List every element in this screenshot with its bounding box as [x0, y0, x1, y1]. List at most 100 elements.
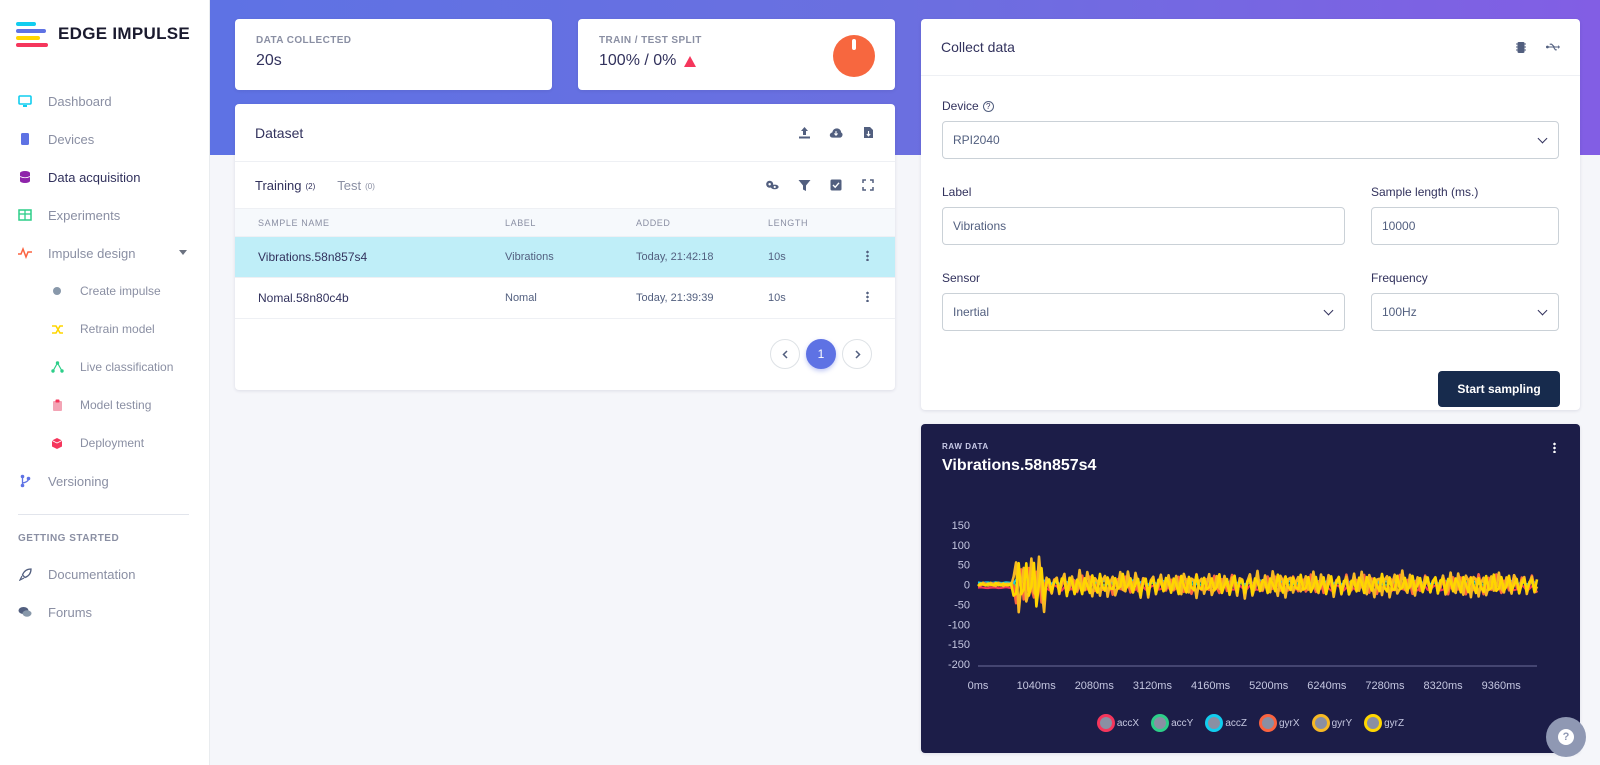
frequency-value: 100Hz: [1382, 305, 1417, 319]
frequency-select[interactable]: 100Hz: [1371, 293, 1559, 331]
x-tick-label: 9360ms: [1482, 680, 1522, 692]
chip-icon[interactable]: [1514, 40, 1528, 54]
legend-swatch: [1364, 714, 1383, 732]
legend-label: gyrX: [1279, 717, 1300, 729]
expand-icon[interactable]: [861, 178, 875, 192]
sidebar-item-label: Data acquisition: [48, 169, 141, 185]
prev-page-button[interactable]: [770, 339, 800, 369]
data-collected-label: DATA COLLECTED: [256, 35, 352, 46]
sidebar-item-forums[interactable]: Forums: [0, 593, 209, 631]
sidebar-item-dashboard[interactable]: Dashboard: [0, 82, 209, 120]
tab-label: Test: [337, 177, 362, 193]
chevron-down-icon[interactable]: [179, 250, 187, 255]
series-line-gyrZ: [977, 561, 1539, 608]
start-sampling-button[interactable]: Start sampling: [1438, 371, 1560, 407]
next-page-button[interactable]: [842, 339, 872, 369]
sample-name[interactable]: Nomal.58n80c4b: [235, 277, 482, 319]
page-button[interactable]: 1: [806, 339, 836, 369]
sample-length-input[interactable]: 10000: [1371, 207, 1559, 245]
clipboard-icon: [50, 398, 64, 412]
legend-item-accX[interactable]: accX: [1096, 714, 1139, 732]
filter-icon[interactable]: [797, 178, 811, 192]
frequency-group: Frequency 100Hz: [1371, 271, 1559, 331]
legend-item-accY[interactable]: accY: [1151, 714, 1193, 732]
sample-name[interactable]: Vibrations.58n857s4: [235, 236, 482, 278]
device-select[interactable]: RPI2040: [942, 121, 1559, 159]
x-tick-label: 0ms: [968, 680, 989, 692]
question-icon: ?: [1558, 729, 1574, 745]
table-row[interactable]: Nomal.58n80c4b Nomal Today, 21:39:39 10s: [235, 277, 895, 319]
upload-icon[interactable]: [797, 126, 811, 140]
sidebar-item-devices[interactable]: Devices: [0, 120, 209, 158]
label-group: Label Vibrations: [942, 185, 1345, 245]
sidebar-item-live-classification[interactable]: Live classification: [0, 348, 209, 386]
sidebar-item-label: Versioning: [48, 473, 109, 489]
col-label[interactable]: LABEL: [482, 208, 613, 237]
sample-length-group: Sample length (ms.) 10000: [1371, 185, 1559, 245]
sidebar-item-versioning[interactable]: Versioning: [0, 462, 209, 500]
col-added[interactable]: ADDED: [613, 208, 745, 237]
y-tick-label: -100: [948, 619, 970, 631]
chevron-down-icon: [1323, 305, 1334, 315]
legend-item-accZ[interactable]: accZ: [1205, 714, 1247, 732]
main-nav: Dashboard Devices Data acquisition Exper…: [0, 82, 209, 500]
file-download-icon[interactable]: [861, 126, 875, 140]
collect-data-header: Collect data: [921, 19, 1580, 76]
warning-icon[interactable]: [684, 55, 697, 67]
y-tick-label: -50: [954, 599, 970, 611]
col-length[interactable]: LENGTH: [745, 208, 840, 237]
kebab-menu-icon[interactable]: [866, 250, 869, 261]
help-icon[interactable]: ?: [982, 100, 994, 112]
tab-label: Training: [255, 177, 302, 193]
sensor-group: Sensor Inertial: [942, 271, 1345, 331]
chevron-down-icon: [1537, 305, 1548, 315]
legend-swatch: [1205, 714, 1224, 732]
sample-label: Nomal: [482, 277, 613, 319]
sidebar-item-experiments[interactable]: Experiments: [0, 196, 209, 234]
frequency-label: Frequency: [1371, 271, 1428, 285]
sidebar-item-documentation[interactable]: Documentation: [0, 555, 209, 593]
settings-eye-icon[interactable]: [765, 178, 779, 192]
kebab-menu-icon[interactable]: [1553, 442, 1556, 453]
legend-item-gyrZ[interactable]: gyrZ: [1364, 714, 1404, 732]
label-input[interactable]: Vibrations: [942, 207, 1345, 245]
device-label: Device: [942, 99, 979, 113]
edge-impulse-logo-icon: [16, 21, 50, 47]
brand-name: EDGE IMPULSE: [58, 24, 191, 43]
sidebar-item-impulse-design[interactable]: Impulse design: [0, 234, 209, 272]
shuffle-icon: [50, 322, 64, 336]
sidebar-item-label: Experiments: [48, 207, 121, 223]
raw-data-label: RAW DATA: [942, 442, 989, 451]
tab-training[interactable]: Training (2): [255, 178, 315, 193]
cube-icon: [50, 436, 64, 450]
tab-test[interactable]: Test (0): [337, 178, 375, 193]
device-value: RPI2040: [953, 133, 1000, 147]
dataset-tabs: Training (2) Test (0): [235, 162, 895, 208]
kebab-menu-icon[interactable]: [866, 291, 869, 302]
sidebar-item-label: Retrain model: [80, 322, 155, 336]
legend-item-gyrY[interactable]: gyrY: [1311, 714, 1352, 732]
sample-length: 10s: [745, 277, 840, 319]
getting-started-heading: GETTING STARTED: [18, 533, 120, 544]
sensor-select[interactable]: Inertial: [942, 293, 1345, 331]
brand[interactable]: EDGE IMPULSE: [0, 0, 209, 68]
sidebar-item-retrain-model[interactable]: Retrain model: [0, 310, 209, 348]
legend-label: gyrZ: [1384, 717, 1405, 729]
cloud-download-icon[interactable]: [829, 126, 843, 140]
table-header-row: SAMPLE NAME LABEL ADDED LENGTH: [235, 208, 895, 237]
raw-data-title: Vibrations.58n857s4: [942, 457, 1097, 474]
sidebar-item-data-acquisition[interactable]: Data acquisition: [0, 158, 209, 196]
checkbox-icon[interactable]: [829, 178, 843, 192]
col-sample-name[interactable]: SAMPLE NAME: [235, 208, 482, 237]
sidebar-item-deployment[interactable]: Deployment: [0, 424, 209, 462]
legend-item-gyrX[interactable]: gyrX: [1259, 714, 1300, 732]
help-button[interactable]: ?: [1546, 717, 1586, 757]
sidebar-item-model-testing[interactable]: Model testing: [0, 386, 209, 424]
usb-icon[interactable]: [1546, 40, 1560, 54]
sidebar-item-label: Live classification: [80, 360, 174, 374]
dataset-title: Dataset: [255, 124, 304, 141]
table-row[interactable]: Vibrations.58n857s4 Vibrations Today, 21…: [235, 236, 895, 278]
chip-icon: [18, 132, 32, 146]
collect-header-actions: [1514, 40, 1560, 54]
sidebar-item-create-impulse[interactable]: Create impulse: [0, 272, 209, 310]
